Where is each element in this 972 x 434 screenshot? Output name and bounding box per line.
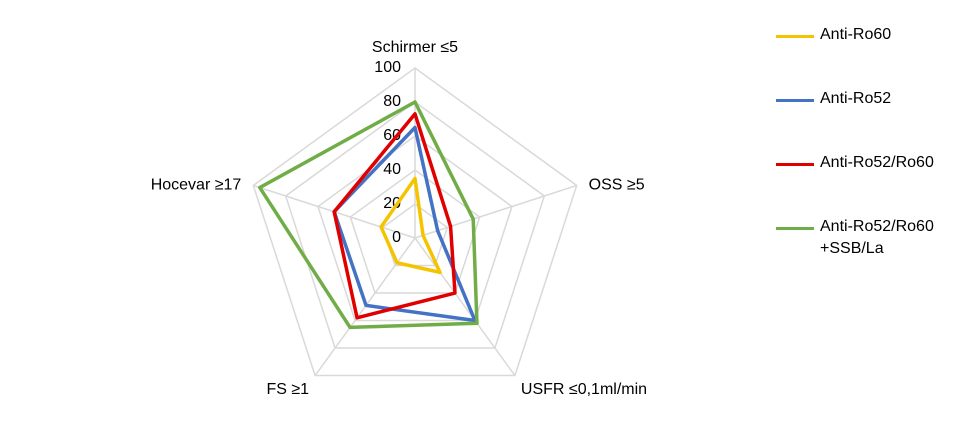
axis-label: FS ≥1	[266, 381, 309, 398]
r-tick-label: 0	[392, 229, 401, 246]
r-tick-label: 60	[383, 127, 401, 144]
legend-swatch	[776, 163, 814, 166]
grid-ring	[317, 135, 513, 322]
series-line	[379, 176, 442, 275]
axis-label: OSS ≥5	[589, 177, 645, 194]
legend-label: Anti-Ro52	[820, 90, 892, 107]
legend-label: Anti-Ro60	[820, 26, 892, 43]
series-line	[258, 100, 479, 330]
legend-item: Anti-Ro52	[776, 88, 966, 152]
r-tick-label: 100	[374, 59, 401, 76]
legend-label: Anti-Ro52/Ro60	[820, 154, 934, 171]
axis-label: USFR ≤0,1ml/min	[521, 381, 647, 398]
axis-spoke	[414, 237, 516, 376]
axis-label: Schirmer ≤5	[372, 39, 458, 56]
series-line	[332, 112, 457, 320]
r-tick-label: 20	[383, 195, 401, 212]
axis-spoke	[414, 184, 577, 239]
legend-item: Anti-Ro60	[776, 24, 966, 88]
legend: Anti-Ro60 Anti-Ro52 Anti-Ro52/Ro60 Anti-Ro5…	[776, 24, 966, 280]
axis-label: Hocevar ≥17	[151, 177, 242, 194]
legend-swatch	[776, 99, 814, 102]
grid-ring	[284, 101, 546, 349]
legend-item: Anti-Ro52/Ro60	[776, 152, 966, 216]
legend-swatch	[776, 227, 814, 230]
legend-item: Anti-Ro52/Ro60 +SSB/La	[776, 216, 966, 280]
r-tick-label: 40	[383, 161, 401, 178]
r-tick-label: 80	[383, 93, 401, 110]
legend-swatch	[776, 35, 814, 38]
grid-ring	[252, 67, 578, 377]
legend-label: Anti-Ro52/Ro60 +SSB/La	[820, 218, 934, 257]
